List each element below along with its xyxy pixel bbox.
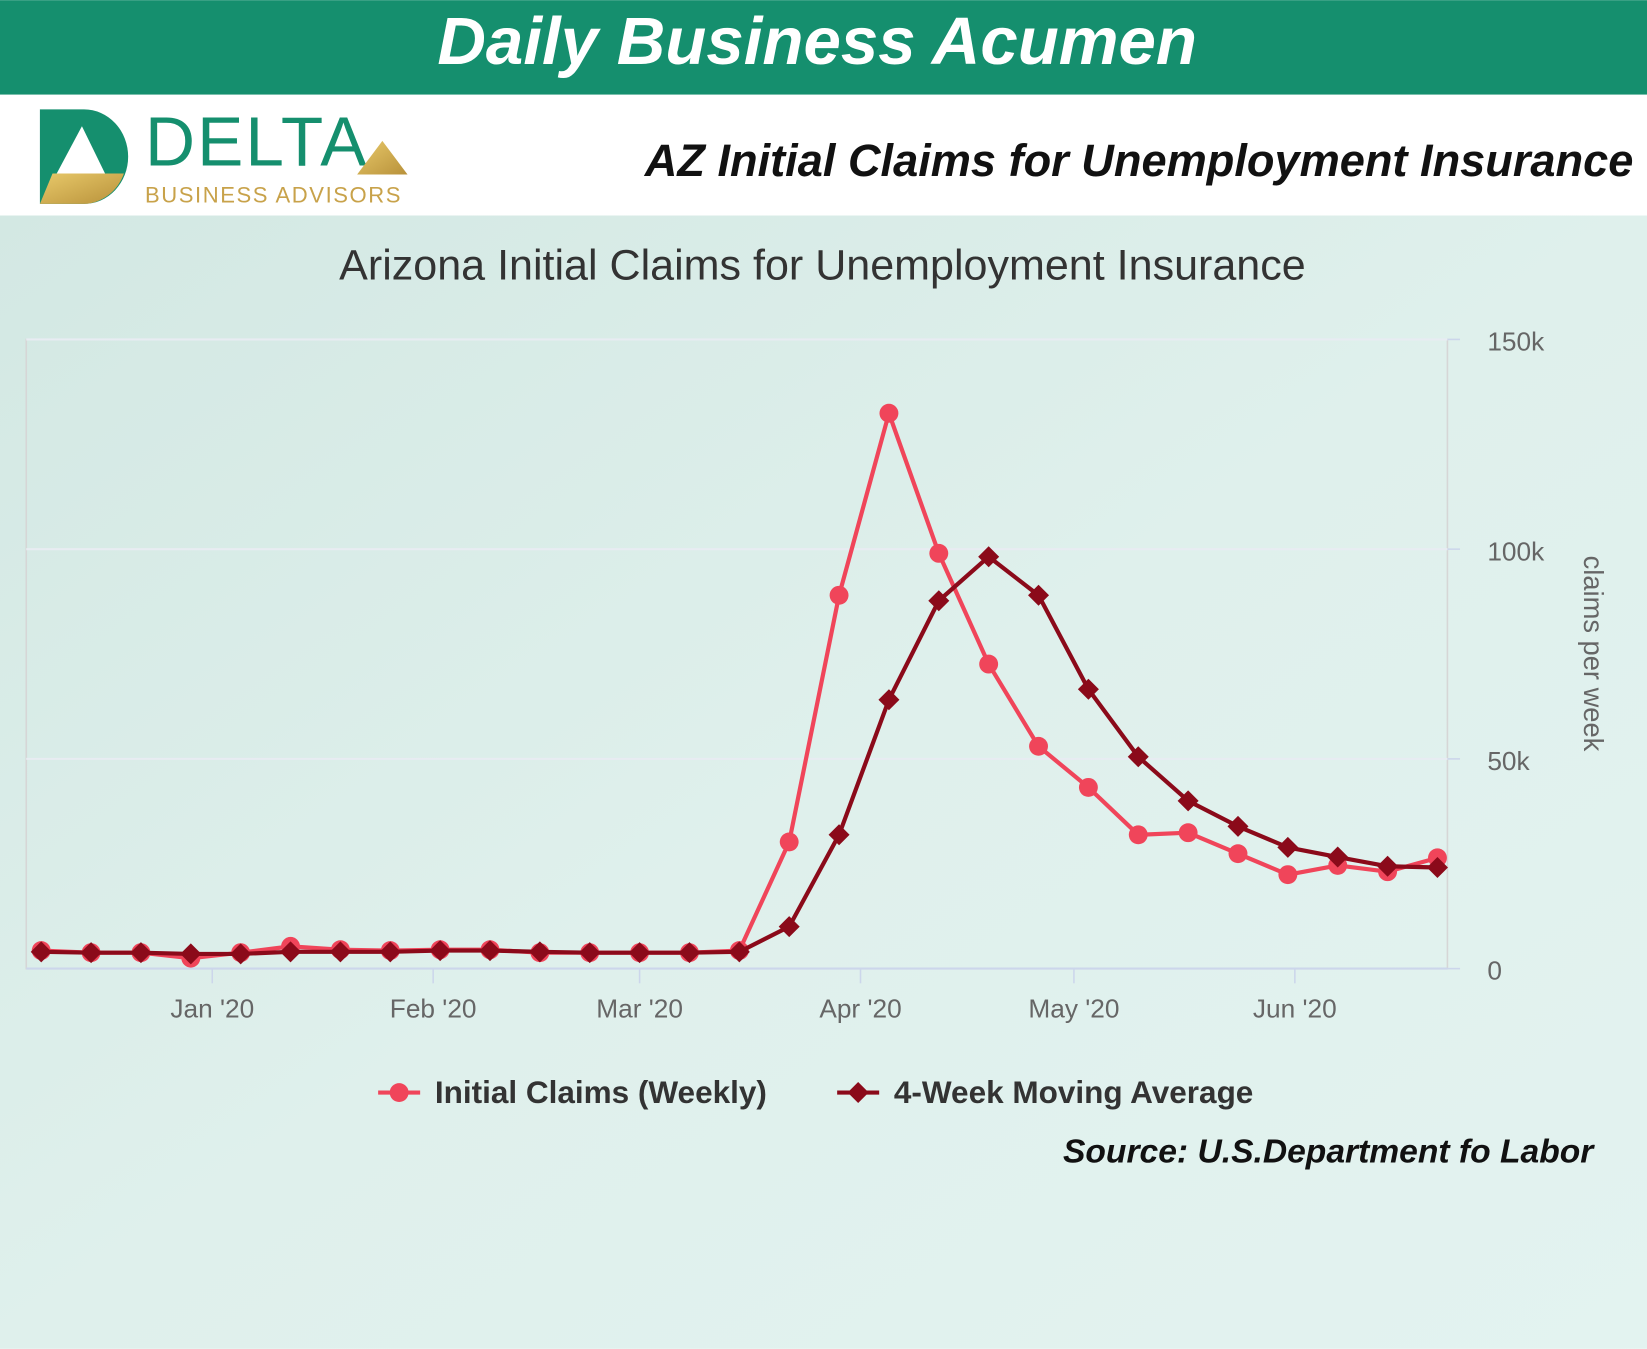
logo-accent xyxy=(357,140,408,175)
logo-name: DELTA xyxy=(145,103,369,181)
y-tick-label: 100k xyxy=(1487,536,1545,566)
data-point xyxy=(828,824,850,846)
data-point xyxy=(829,585,849,605)
banner xyxy=(0,0,1647,95)
background xyxy=(0,215,1647,1349)
logo-mark xyxy=(39,109,129,204)
data-point xyxy=(978,546,1000,568)
source-note: Source: U.S.Department fo Labor xyxy=(1063,1133,1595,1170)
data-point xyxy=(1228,844,1248,864)
logo-tagline: BUSINESS ADVISORS xyxy=(145,182,402,207)
data-point xyxy=(979,654,999,674)
header-band xyxy=(0,94,1647,216)
data-point xyxy=(130,942,152,964)
data-point xyxy=(30,941,52,963)
x-tick-label: May '20 xyxy=(1028,994,1119,1024)
data-point xyxy=(778,916,800,938)
data-point xyxy=(529,941,551,963)
data-point xyxy=(879,403,899,423)
data-point xyxy=(379,941,401,963)
x-tick-label: Jun '20 xyxy=(1253,994,1337,1024)
data-point xyxy=(779,832,799,852)
y-tick-label: 50k xyxy=(1487,746,1530,776)
y-tick-label: 150k xyxy=(1487,327,1545,357)
data-point xyxy=(1177,790,1199,812)
data-point xyxy=(329,941,351,963)
x-tick-label: Apr '20 xyxy=(819,994,901,1024)
y-tick-label: 0 xyxy=(1487,956,1502,986)
data-point xyxy=(1028,584,1050,606)
x-tick-label: Jan '20 xyxy=(170,994,254,1024)
data-point xyxy=(1078,777,1098,797)
x-tick-label: Feb '20 xyxy=(390,994,477,1024)
legend-label: Initial Claims (Weekly) xyxy=(435,1074,767,1110)
legend-marker xyxy=(847,1082,869,1104)
legend-label: 4-Week Moving Average xyxy=(894,1074,1253,1110)
data-point xyxy=(1277,836,1299,858)
data-point xyxy=(1029,736,1048,756)
data-point xyxy=(928,590,950,612)
chart-title: Arizona Initial Claims for Unemployment … xyxy=(339,241,1306,289)
headline: AZ Initial Claims for Unemployment Insur… xyxy=(644,135,1634,186)
data-point xyxy=(280,941,302,963)
legend-marker xyxy=(389,1083,409,1103)
data-point xyxy=(80,942,102,964)
banner-title: Daily Business Acumen xyxy=(437,4,1197,79)
data-point xyxy=(1127,746,1149,768)
x-tick-label: Mar '20 xyxy=(596,994,683,1024)
data-point xyxy=(1178,823,1198,843)
data-point xyxy=(1128,825,1148,845)
data-point xyxy=(1227,815,1249,837)
data-point xyxy=(1377,855,1399,877)
data-point xyxy=(929,543,949,563)
data-point xyxy=(629,942,651,964)
data-point xyxy=(1278,865,1298,885)
y-axis-title: claims per week xyxy=(1578,556,1609,752)
